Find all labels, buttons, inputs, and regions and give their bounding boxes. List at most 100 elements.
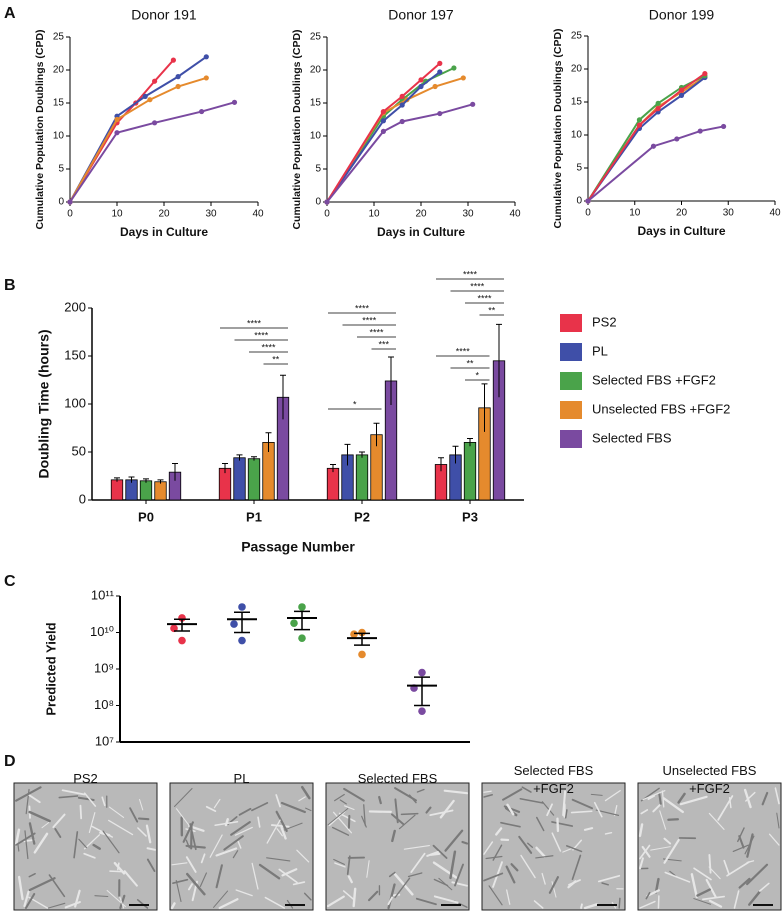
panel-letter: D [4,753,16,770]
series-line [587,125,724,202]
data-point [114,130,120,136]
cell [506,803,515,816]
cell [519,798,544,804]
y-tick-label: 10 [53,131,65,142]
cell [533,900,544,909]
error-bar [265,432,272,452]
y-tick-label: 10⁷ [95,733,114,748]
cell [264,896,286,909]
cell [449,850,457,880]
cell [641,845,651,858]
cell [597,874,621,883]
legend-swatch [560,372,582,390]
cell [28,877,56,892]
cell [664,871,691,883]
cell [571,854,582,881]
data-point [142,93,148,99]
cell [270,824,290,828]
data-point [230,620,238,628]
cell [645,891,651,900]
cell [723,859,730,875]
cell [510,863,519,872]
cell [129,807,139,823]
error-bar [236,454,243,461]
cell [595,809,620,816]
panel-letter: A [4,5,16,22]
data-point [636,117,643,123]
cell [187,883,194,891]
data-point [175,74,181,80]
cell [275,810,288,832]
series-line [587,76,706,202]
cell [342,890,355,901]
cell [733,890,740,909]
cell [461,840,469,845]
cell [199,872,207,887]
bar [125,479,138,501]
cell [407,872,423,878]
cell [444,829,464,852]
cell [639,900,656,909]
cell [280,801,306,814]
cell [173,788,193,807]
cell [214,821,239,827]
cell [280,826,287,840]
cell [391,829,396,843]
error-bar [330,463,336,473]
cell [593,801,603,818]
cell [170,902,176,910]
series-line [326,76,464,203]
y-tick-label: 0 [315,197,321,208]
error-bar [251,456,257,461]
cell [387,883,396,910]
cell [28,872,36,878]
cell [333,858,345,865]
cell [564,809,568,819]
cell [483,872,504,882]
cell [518,835,533,854]
cell [343,787,365,802]
cell [583,903,598,910]
x-axis-label: Days in Culture [120,225,208,239]
y-tick-label: 50 [72,443,86,458]
bar [463,441,477,501]
data-point [470,101,476,107]
micrograph-label: Selected FBS [358,771,438,786]
cell [47,902,66,909]
cell [432,844,448,859]
y-tick-label: 25 [53,32,65,43]
cell [717,795,734,821]
legend-label: Selected FBS +FGF2 [592,372,716,387]
cell [78,838,88,849]
cell [647,794,656,800]
cell [454,863,464,887]
significance-label: **** [470,281,485,291]
panel-letter: C [4,573,16,590]
cell [483,790,492,793]
y-tick-label: 0 [58,197,64,208]
cell [551,832,562,852]
data-point [203,75,209,81]
cell [654,877,660,894]
cell [659,810,667,830]
cell [139,798,144,811]
error-bar [438,457,444,472]
series-line [587,74,706,202]
y-tick-label: 200 [64,299,86,314]
cell [483,794,493,798]
series-line [587,76,706,202]
cell [137,827,147,837]
y-tick-label: 10¹¹ [91,587,115,602]
cell [215,864,223,889]
cell [79,804,83,820]
data-point [678,87,685,93]
cell [650,846,671,851]
cell [679,795,708,806]
data-point [175,83,181,90]
data-point [238,636,246,645]
cell [415,897,437,906]
cell [52,813,66,829]
cell [768,833,780,846]
cell [238,807,252,816]
